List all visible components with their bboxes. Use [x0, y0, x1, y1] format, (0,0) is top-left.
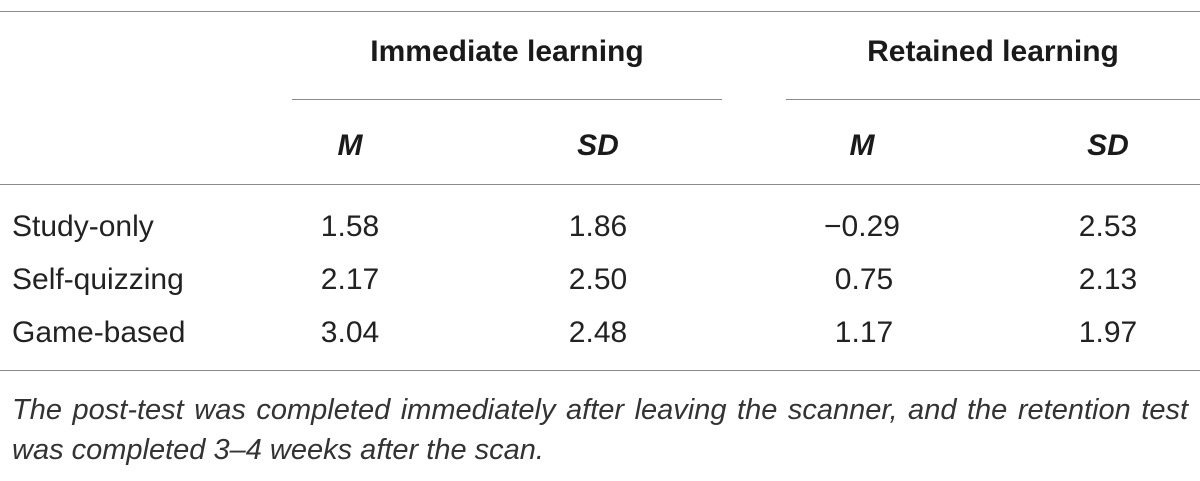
- cell-self-quizzing-immediate-m: 2.17: [320, 263, 380, 296]
- cell-self-quizzing-retained-m: 0.75: [834, 263, 894, 296]
- table-top-rule: [0, 11, 1200, 12]
- cell-game-based-retained-sd: 1.97: [1078, 316, 1138, 349]
- table-footnote: The post-test was completed immediately …: [12, 394, 1188, 466]
- subheader-immediate-mean: M: [337, 129, 363, 162]
- cell-game-based-immediate-sd: 2.48: [568, 316, 628, 349]
- subheader-retained-mean: M: [849, 129, 875, 162]
- group-rule-retained: [786, 99, 1200, 100]
- group-header-immediate-learning: Immediate learning: [370, 35, 644, 68]
- cell-self-quizzing-immediate-sd: 2.50: [568, 263, 628, 296]
- cell-study-only-immediate-m: 1.58: [320, 210, 380, 243]
- row-label-game-based: Game-based: [12, 316, 186, 349]
- subheader-immediate-sd: SD: [577, 129, 619, 162]
- table-bottom-rule: [0, 370, 1200, 371]
- group-rule-immediate: [292, 99, 722, 100]
- cell-study-only-retained-m: −0.29: [824, 210, 900, 243]
- cell-study-only-immediate-sd: 1.86: [568, 210, 628, 243]
- row-label-self-quizzing: Self-quizzing: [12, 263, 184, 296]
- row-label-study-only: Study-only: [12, 210, 154, 243]
- group-header-retained-learning: Retained learning: [867, 35, 1119, 68]
- cell-study-only-retained-sd: 2.53: [1078, 210, 1138, 243]
- table-header-rule: [0, 184, 1200, 185]
- subheader-retained-sd: SD: [1087, 129, 1129, 162]
- cell-game-based-immediate-m: 3.04: [320, 316, 380, 349]
- cell-game-based-retained-m: 1.17: [834, 316, 894, 349]
- cell-self-quizzing-retained-sd: 2.13: [1078, 263, 1138, 296]
